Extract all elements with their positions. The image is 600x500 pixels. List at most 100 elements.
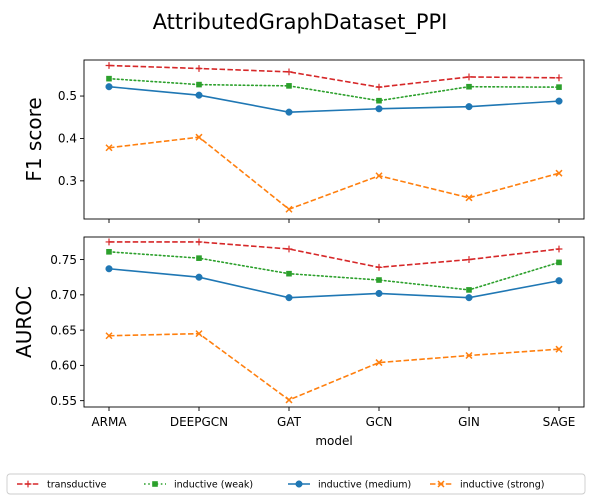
f1-score-panel: 0.3 0.4 0.5 F1 score <box>22 59 585 223</box>
data-point-transductive <box>465 256 473 263</box>
series-inductive-weak <box>106 75 562 104</box>
y-tick-label: 0.4 <box>58 132 77 146</box>
data-point-inductive-strong <box>285 396 293 404</box>
y-tick-label: 0.5 <box>58 89 77 103</box>
data-point-inductive-medium <box>375 105 383 113</box>
auroc-panel: 0.55 0.60 0.65 0.70 0.75 ARMA DEEPGCN GAT GCN GIN… <box>12 236 585 429</box>
data-point-transductive <box>105 238 113 246</box>
legend-marker <box>24 480 32 488</box>
legend-label: transductive <box>47 480 107 491</box>
data-point-transductive <box>285 245 293 253</box>
data-point-inductive-medium <box>105 83 113 91</box>
series-line-inductive-weak <box>108 251 560 291</box>
data-point-inductive-weak <box>286 270 292 277</box>
y-tick-label: 0.65 <box>50 323 77 337</box>
x-tick-label-sage: SAGE <box>543 415 576 429</box>
legend-item-inductive-weak: inductive (weak) <box>144 480 253 491</box>
series-line-inductive-strong <box>108 332 560 401</box>
data-point-inductive-strong <box>285 205 293 213</box>
data-point-inductive-medium <box>465 103 473 111</box>
data-point-inductive-strong <box>555 345 563 353</box>
data-point-inductive-medium <box>195 273 203 281</box>
data-point-inductive-medium <box>375 289 383 297</box>
data-point-transductive <box>375 263 383 271</box>
data-point-inductive-weak <box>196 81 202 88</box>
legend-item-inductive-strong: inductive (strong) <box>430 480 544 491</box>
data-point-inductive-weak <box>196 255 202 261</box>
data-point-inductive-medium <box>195 91 203 99</box>
y-tick-label: 0.70 <box>50 288 77 302</box>
data-point-transductive <box>555 245 563 253</box>
data-point-inductive-medium <box>555 97 563 105</box>
series-inductive-strong <box>105 330 563 404</box>
plot-frame <box>83 236 585 408</box>
x-axis-label: model <box>315 434 352 448</box>
data-point-transductive <box>555 74 563 82</box>
data-point-inductive-strong <box>105 144 113 152</box>
data-point-inductive-strong <box>195 133 203 141</box>
data-point-inductive-medium <box>105 265 113 273</box>
series-transductive <box>105 62 563 91</box>
legend-label: inductive (medium) <box>318 480 411 491</box>
series-line-inductive-medium <box>108 267 560 299</box>
series-line-inductive-strong <box>108 136 560 211</box>
legend: transductive inductive (weak) inductive (m… <box>6 473 586 495</box>
data-point-inductive-weak <box>556 84 562 90</box>
x-tick-label-gat: GAT <box>277 415 302 429</box>
legend-item-transductive: transductive <box>17 480 107 491</box>
data-point-inductive-strong <box>465 194 473 202</box>
series-line-inductive-medium <box>108 85 560 113</box>
series-inductive-medium <box>105 83 563 116</box>
y-axis-label: AUROC <box>12 286 36 358</box>
series-transductive <box>105 238 563 271</box>
y-tick-label: 0.55 <box>50 394 77 408</box>
y-tick-label: 0.3 <box>58 174 77 188</box>
y-axis-label: F1 score <box>22 97 46 181</box>
data-point-inductive-medium <box>285 294 293 302</box>
legend-label: inductive (strong) <box>460 480 544 491</box>
data-point-inductive-weak <box>106 249 112 255</box>
series-inductive-weak <box>106 249 562 293</box>
x-tick-label-deepgcn: DEEPGCN <box>170 415 228 429</box>
data-point-transductive <box>465 73 473 81</box>
data-point-inductive-medium <box>465 294 473 302</box>
data-point-inductive-strong <box>555 169 563 177</box>
x-tick-label-gcn: GCN <box>366 415 393 429</box>
series-inductive-strong <box>105 133 563 213</box>
data-point-inductive-weak <box>376 277 382 283</box>
legend-label: inductive (weak) <box>174 480 253 491</box>
data-point-inductive-weak <box>466 83 472 90</box>
data-point-inductive-strong <box>105 332 113 340</box>
data-point-inductive-strong <box>375 359 383 367</box>
data-point-inductive-medium <box>285 108 293 116</box>
x-tick-label-arma: ARMA <box>91 415 127 429</box>
series-line-transductive <box>108 64 560 88</box>
data-point-inductive-medium <box>555 277 563 285</box>
data-point-transductive <box>195 238 203 246</box>
y-tick-label: 0.75 <box>50 253 77 267</box>
data-point-inductive-strong <box>195 330 203 338</box>
data-point-inductive-weak <box>106 75 112 82</box>
data-point-transductive <box>285 68 293 76</box>
legend-item-inductive-medium: inductive (medium) <box>288 480 411 491</box>
data-point-transductive <box>375 83 383 91</box>
data-point-inductive-weak <box>376 97 382 104</box>
series-inductive-medium <box>105 265 563 302</box>
x-tick-label-gin: GIN <box>458 415 480 429</box>
data-point-inductive-weak <box>286 83 292 89</box>
data-point-inductive-weak <box>556 259 562 266</box>
legend-marker <box>437 480 445 488</box>
chart-title: AttributedGraphDataset_PPI <box>153 10 448 35</box>
plot-frame <box>83 59 585 220</box>
series-line-inductive-weak <box>108 77 560 102</box>
data-point-inductive-strong <box>375 172 383 180</box>
series-line-transductive <box>109 241 560 269</box>
data-point-transductive <box>195 65 203 72</box>
y-tick-label: 0.60 <box>50 359 77 373</box>
legend-marker <box>152 481 158 487</box>
legend-marker <box>295 480 303 488</box>
data-point-inductive-strong <box>465 351 473 360</box>
data-point-transductive <box>105 62 113 69</box>
data-point-inductive-weak <box>466 287 472 293</box>
